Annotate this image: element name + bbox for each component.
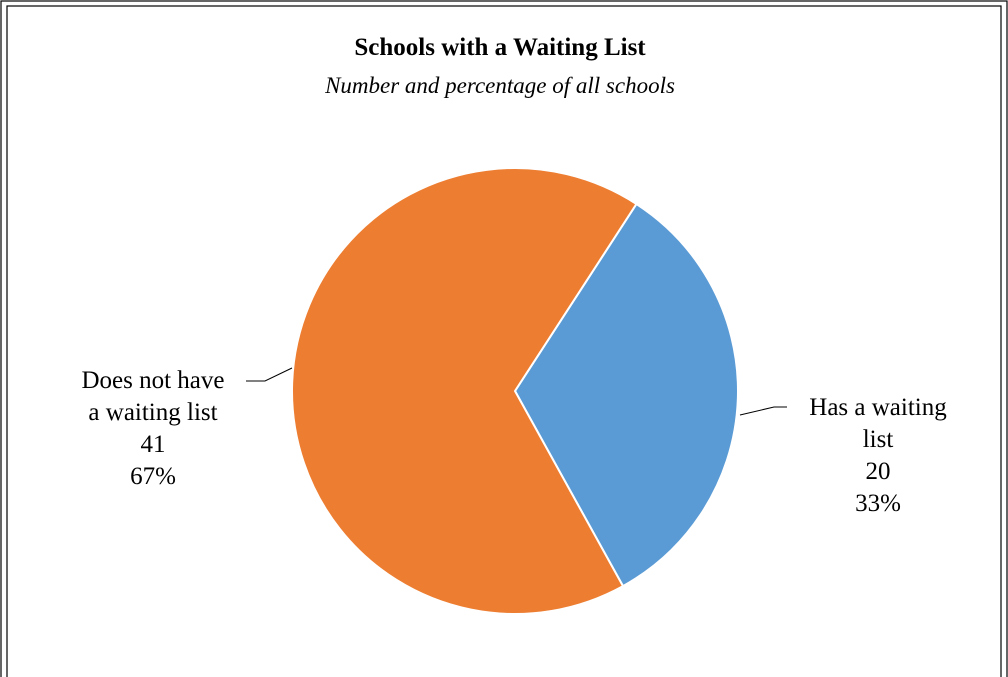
slice-1-value: 20 — [866, 458, 891, 485]
pie-slices — [291, 167, 739, 615]
leader-lines — [246, 367, 787, 416]
chart-subtitle: Number and percentage of all schools — [324, 73, 675, 98]
slice-1-label-line-1: Has a waiting — [809, 394, 947, 421]
leader-line-1 — [739, 406, 787, 416]
chart-title: Schools with a Waiting List — [354, 34, 646, 61]
data-labels: Has a waiting list 20 33% Does not have a wai… — [81, 367, 947, 517]
slice-2-percent: 67% — [130, 463, 176, 490]
slice-1-percent: 33% — [855, 490, 901, 517]
slice-2-label-line-2: a waiting list — [88, 399, 217, 426]
pie-slice-2 — [291, 167, 638, 615]
slice-1-label-line-2: list — [863, 426, 894, 453]
slice-2-value: 41 — [141, 431, 166, 458]
slice-2-label-line-1: Does not have — [81, 367, 224, 394]
leader-line-2 — [246, 367, 293, 382]
inner-border — [6, 5, 1002, 677]
